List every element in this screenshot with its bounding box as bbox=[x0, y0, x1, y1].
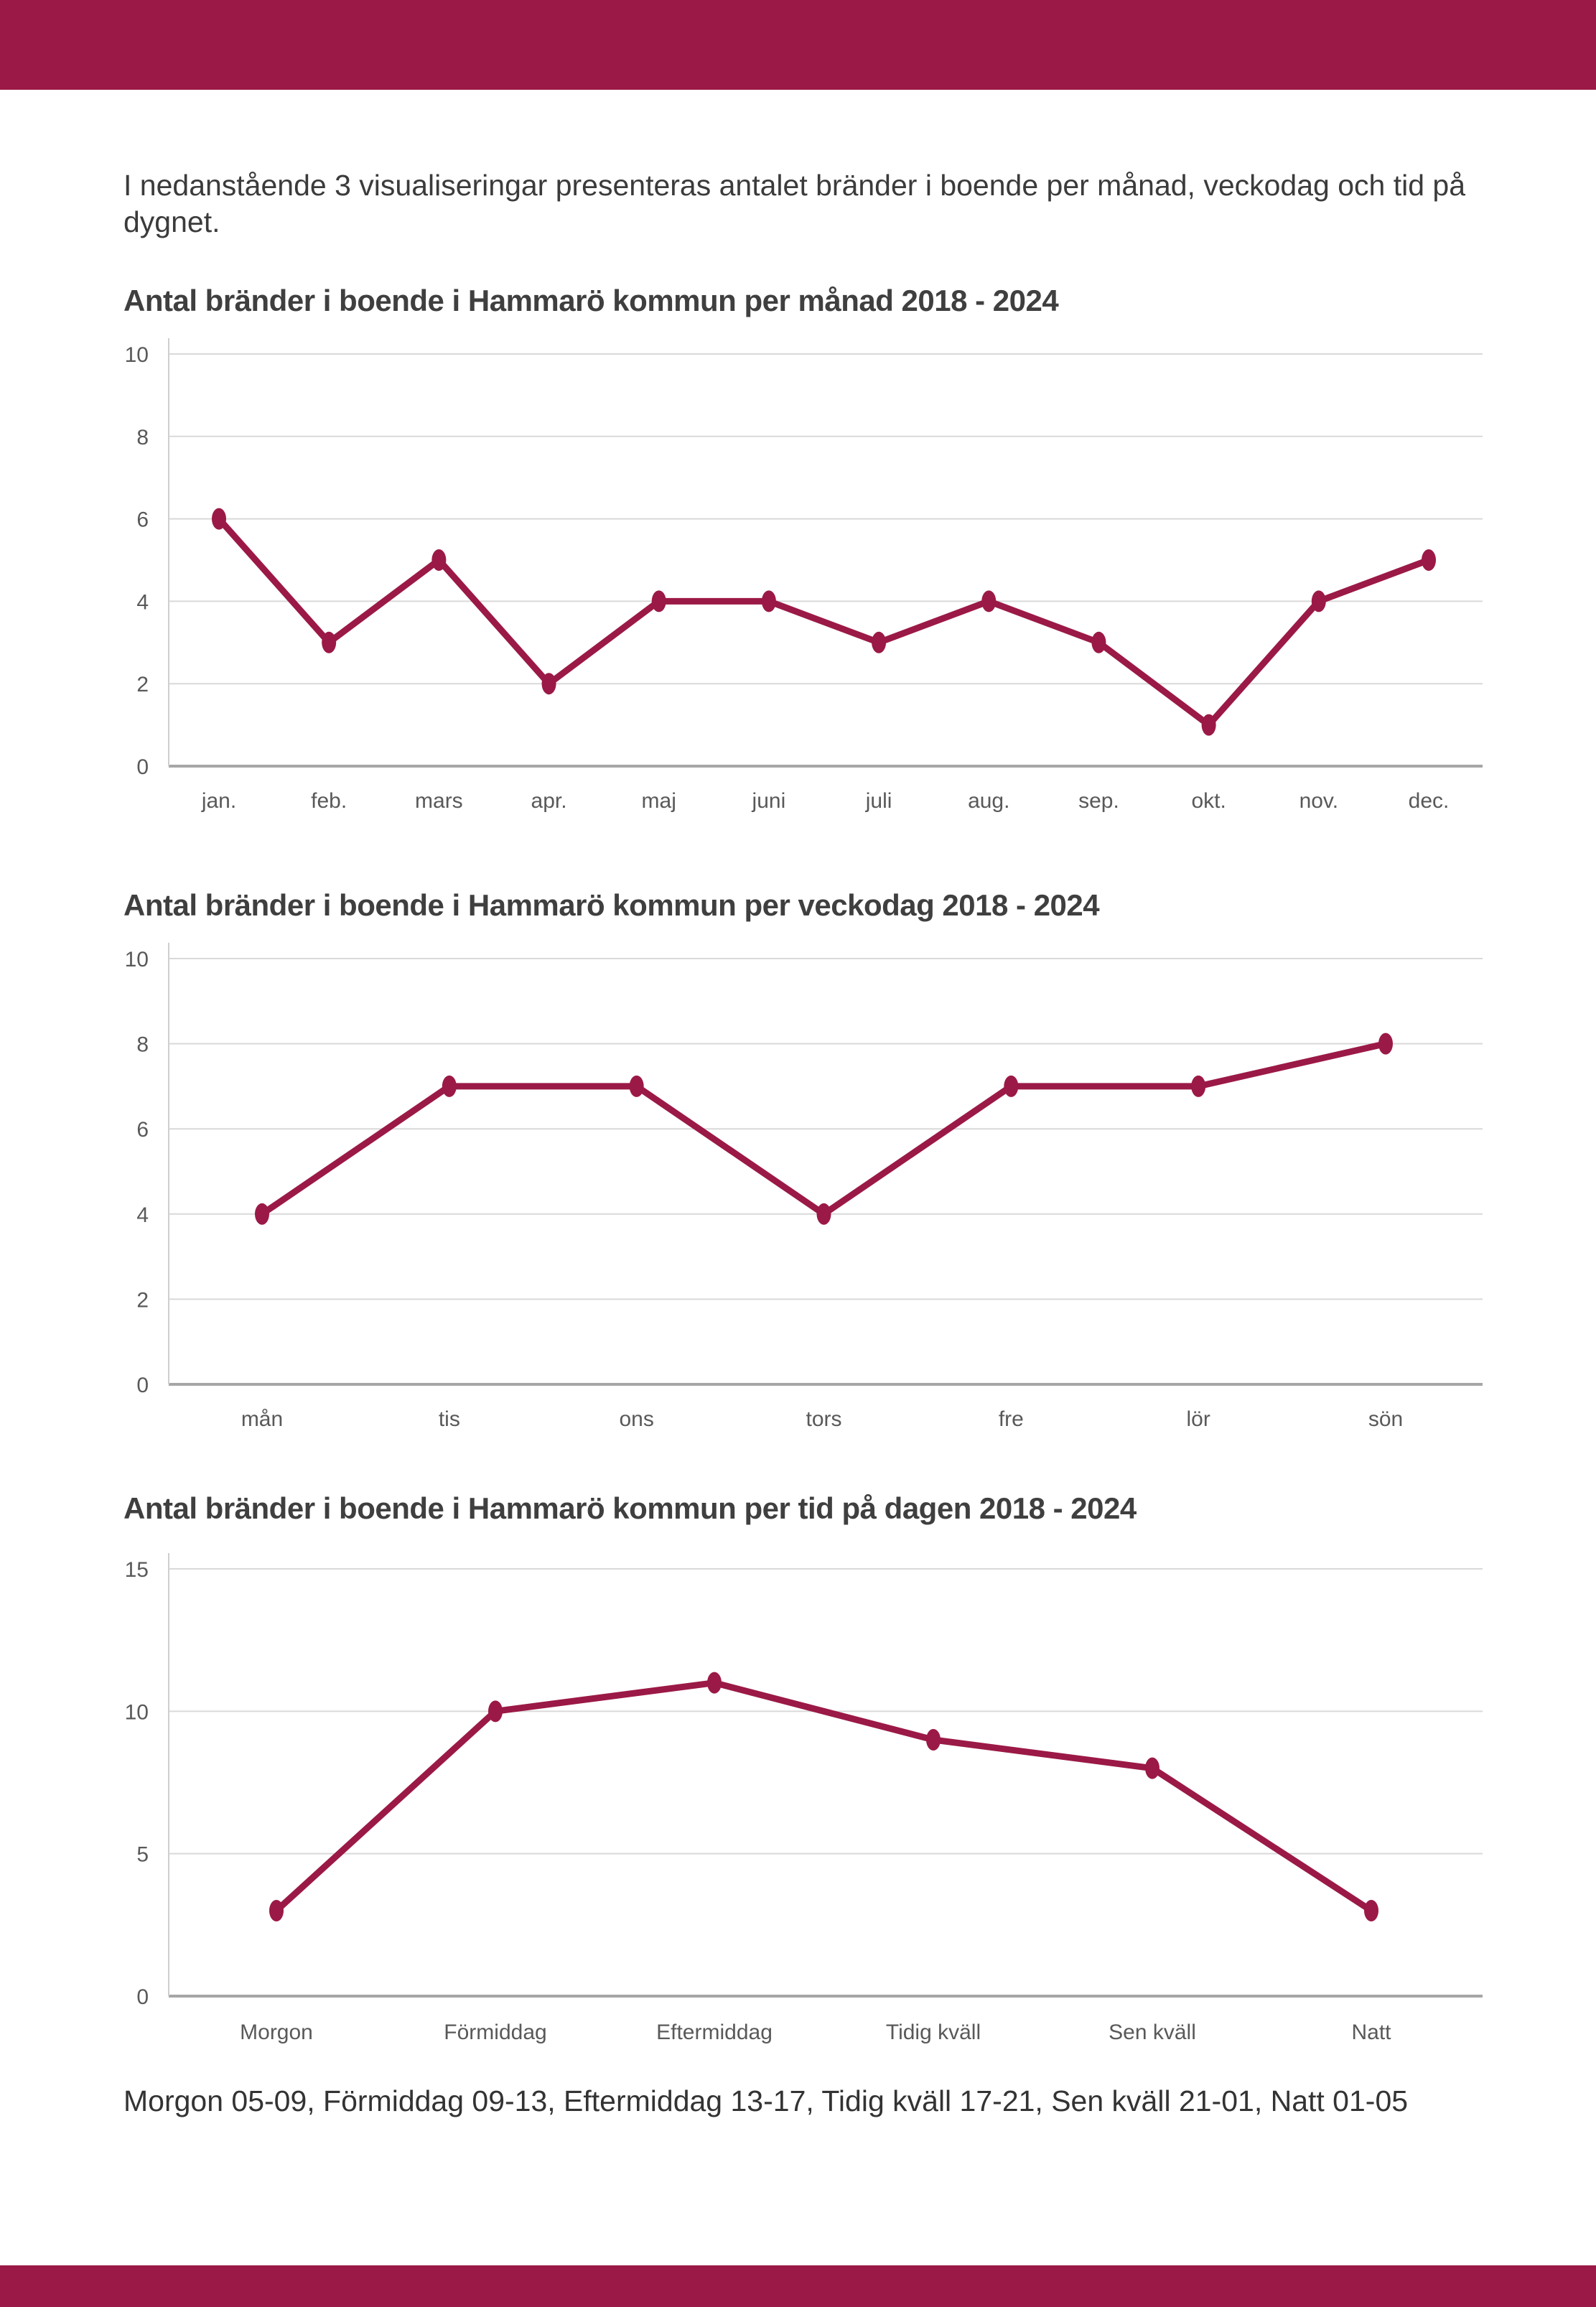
data-point bbox=[488, 1700, 503, 1723]
y-tick-label: 6 bbox=[136, 1118, 149, 1142]
y-tick-label: 15 bbox=[125, 1558, 149, 1582]
line-chart-weekday: 0 2 4 6 8 10 mån tis ons tors fre lör sön bbox=[125, 943, 1483, 1431]
data-point bbox=[1004, 1075, 1019, 1097]
data-point bbox=[1378, 1033, 1393, 1055]
data-point bbox=[761, 590, 776, 612]
y-tick-label: 0 bbox=[136, 1374, 149, 1397]
x-tick-label: juli bbox=[865, 789, 892, 813]
data-point bbox=[629, 1075, 644, 1097]
chart-title-monthly: Antal bränder i boende i Hammarö kommun … bbox=[123, 283, 1059, 317]
data-point bbox=[707, 1672, 722, 1694]
chart-title-time-of-day: Antal bränder i boende i Hammarö kommun … bbox=[123, 1491, 1137, 1525]
x-tick-label: Eftermiddag bbox=[656, 2021, 773, 2044]
data-point bbox=[981, 590, 997, 612]
y-tick-label: 6 bbox=[136, 508, 149, 532]
x-tick-label: jan. bbox=[201, 789, 236, 813]
x-tick-label: okt. bbox=[1191, 789, 1226, 813]
y-tick-label: 8 bbox=[136, 426, 149, 449]
y-tick-label: 0 bbox=[136, 1985, 149, 2009]
footer-note: Morgon 05-09, Förmiddag 09-13, Eftermidd… bbox=[123, 2084, 1409, 2117]
x-tick-label: maj bbox=[642, 789, 676, 813]
header-bar bbox=[0, 0, 1596, 90]
data-point bbox=[1364, 1900, 1378, 1921]
x-tick-label: aug. bbox=[968, 789, 1009, 813]
y-tick-label: 5 bbox=[136, 1843, 149, 1867]
x-tick-label: sön bbox=[1368, 1407, 1403, 1431]
line-chart-time-of-day: 0 5 10 15 Morgon Förmiddag Eftermiddag Tidig kv… bbox=[125, 1553, 1483, 2044]
data-point bbox=[1191, 1075, 1206, 1097]
y-tick-label: 8 bbox=[136, 1033, 149, 1057]
data-point bbox=[212, 508, 226, 530]
data-point bbox=[442, 1075, 457, 1097]
x-tick-label: Morgon bbox=[240, 2021, 313, 2044]
y-tick-label: 4 bbox=[136, 1203, 149, 1227]
intro-text: I nedanstående 3 visualiseringar present… bbox=[123, 169, 1466, 239]
y-tick-label: 2 bbox=[136, 673, 149, 696]
x-tick-label: Natt bbox=[1351, 2021, 1391, 2044]
data-point bbox=[269, 1900, 284, 1921]
x-tick-label: feb. bbox=[311, 789, 347, 813]
x-tick-label: Sen kväll bbox=[1109, 2021, 1196, 2044]
y-tick-label: 10 bbox=[125, 343, 149, 367]
data-point bbox=[322, 631, 337, 653]
y-tick-label: 4 bbox=[136, 590, 149, 614]
data-point bbox=[255, 1203, 269, 1225]
x-tick-label: mars bbox=[415, 789, 463, 813]
data-point bbox=[926, 1729, 941, 1751]
footer-bar bbox=[0, 2265, 1596, 2307]
data-point bbox=[541, 673, 556, 695]
data-point bbox=[1311, 590, 1326, 612]
data-point bbox=[872, 631, 887, 653]
y-tick-label: 10 bbox=[125, 948, 149, 971]
x-tick-label: lör bbox=[1186, 1407, 1210, 1431]
chart-title-weekday: Antal bränder i boende i Hammarö kommun … bbox=[123, 887, 1100, 922]
data-point bbox=[1422, 549, 1436, 571]
x-tick-label: tors bbox=[806, 1407, 841, 1431]
x-tick-label: mån bbox=[241, 1407, 283, 1431]
x-tick-label: nov. bbox=[1299, 789, 1338, 813]
x-tick-label: ons bbox=[619, 1407, 653, 1431]
x-tick-label: dec. bbox=[1409, 789, 1450, 813]
data-point bbox=[1201, 714, 1216, 736]
x-tick-label: sep. bbox=[1078, 789, 1119, 813]
data-point bbox=[1145, 1757, 1159, 1779]
y-tick-label: 10 bbox=[125, 1700, 149, 1724]
data-point bbox=[1091, 631, 1106, 653]
y-tick-label: 0 bbox=[136, 755, 149, 779]
x-tick-label: fre bbox=[999, 1407, 1024, 1431]
data-point bbox=[651, 590, 666, 612]
data-point bbox=[431, 549, 447, 571]
chart-line bbox=[215, 516, 1432, 729]
x-tick-label: Förmiddag bbox=[444, 2021, 546, 2044]
x-tick-label: Tidig kväll bbox=[886, 2021, 981, 2044]
data-point bbox=[816, 1203, 831, 1225]
y-tick-label: 2 bbox=[136, 1288, 149, 1312]
x-tick-label: tis bbox=[439, 1407, 460, 1431]
chart-line bbox=[273, 1679, 1375, 1914]
x-tick-label: juni bbox=[752, 789, 786, 813]
x-tick-label: apr. bbox=[531, 789, 567, 813]
line-chart-monthly: 0 2 4 6 8 10 jan. feb. mars apr. maj juni juli aug. se… bbox=[125, 338, 1483, 813]
